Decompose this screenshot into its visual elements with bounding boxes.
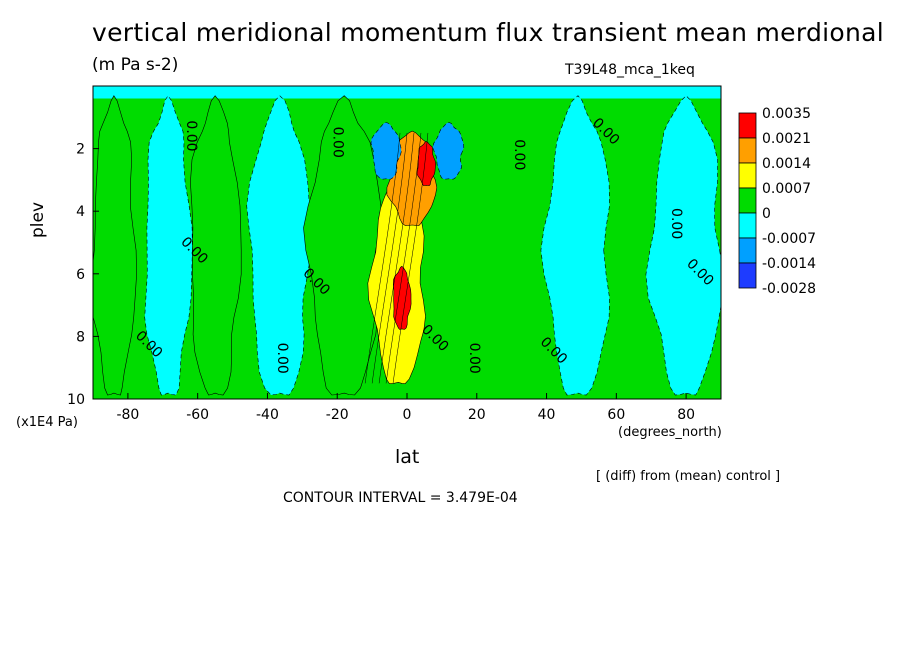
chart-title: vertical meridional momentum flux transi…	[92, 18, 885, 47]
region-positive_weak	[93, 95, 137, 396]
colorbar-label: 0.0021	[762, 131, 811, 147]
colorbar-swatch	[738, 262, 757, 289]
colorbar-label: -0.0007	[762, 231, 816, 247]
region-positive_max	[416, 141, 437, 186]
y-axis-units: (x1E4 Pa)	[16, 415, 78, 430]
region-negative_weak	[540, 95, 610, 396]
region-negative_weak	[645, 95, 721, 396]
contour-line	[364, 132, 401, 384]
contour-line	[378, 132, 415, 384]
x-tick-label: 20	[468, 407, 486, 423]
run-label: T39L48_mca_1keq	[565, 62, 695, 78]
x-tick-label: -40	[256, 407, 279, 423]
colorbar-swatch	[738, 212, 757, 239]
colorbar-swatch	[738, 112, 757, 139]
x-tick-label: -20	[326, 407, 349, 423]
contour-label: 0.00	[466, 343, 482, 374]
contour-interval: CONTOUR INTERVAL = 3.479E-04	[283, 490, 518, 506]
x-tick-label: -80	[116, 407, 139, 423]
colorbar-label: 0	[762, 206, 771, 222]
colorbar-label: 0.0014	[762, 156, 811, 172]
contour-label: 0.00	[668, 208, 684, 239]
x-tick-label: 40	[538, 407, 556, 423]
colorbar-label: -0.0014	[762, 256, 816, 272]
diff-footnote: [ (diff) from (mean) control ]	[596, 469, 781, 484]
region-positive_weak	[303, 95, 382, 396]
y-tick-label: 8	[76, 329, 85, 345]
contour-label: 0.00	[274, 343, 290, 374]
x-tick-label: 60	[607, 407, 625, 423]
contour-line	[371, 132, 408, 384]
colorbar-label: 0.0035	[762, 106, 811, 122]
contour-label: 0.00	[183, 120, 199, 151]
contour-fill-group: 0.000.000.000.000.000.000.000.00 0.000.00…	[93, 86, 721, 399]
x-tick-label: -60	[186, 407, 209, 423]
y-tick-label: 2	[76, 142, 85, 158]
y-tick-label: 6	[76, 267, 85, 283]
colorbar-label: 0.0007	[762, 181, 811, 197]
contour-line	[385, 132, 422, 384]
region-positive_max	[392, 265, 412, 330]
colorbar-swatch	[738, 237, 757, 264]
region-negative_weak	[144, 95, 193, 396]
contour-label: 0.00	[330, 127, 346, 158]
contour-line	[392, 132, 429, 384]
colorbar-swatch	[738, 187, 757, 214]
x-axis-label: lat	[395, 446, 420, 468]
chart-units: (m Pa s-2)	[92, 55, 179, 75]
x-tick-label: 0	[403, 407, 412, 423]
colorbar-label: -0.0028	[762, 281, 816, 297]
colorbar-swatch	[738, 137, 757, 164]
region-negative_moderate	[370, 122, 402, 180]
region-negative_moderate	[432, 122, 465, 180]
contour-label: 0.00	[511, 139, 527, 170]
x-tick-label: 80	[677, 407, 695, 423]
x-axis-units: (degrees_north)	[618, 425, 722, 440]
y-tick-label: 10	[67, 392, 85, 408]
colorbar-swatch	[738, 162, 757, 189]
region-negative_weak	[246, 95, 312, 396]
y-tick-label: 4	[76, 204, 85, 220]
region-positive_weak	[190, 95, 242, 396]
top-band	[93, 86, 721, 99]
